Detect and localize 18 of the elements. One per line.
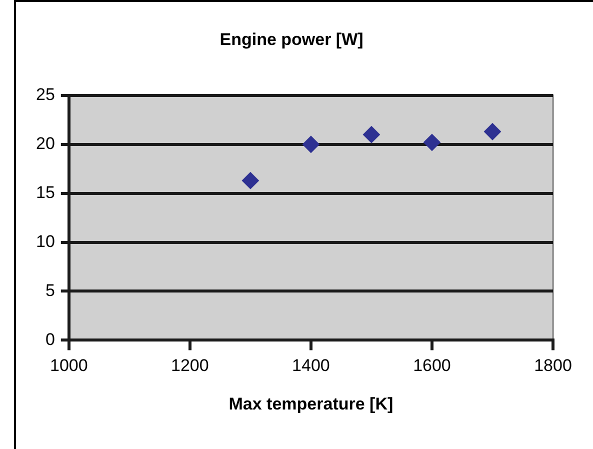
x-tick-label: 1600 [413, 356, 451, 376]
point [423, 134, 440, 151]
point [484, 123, 501, 140]
x-tick-label: 1200 [171, 356, 209, 376]
x-tick-label: 1800 [534, 356, 572, 376]
x-tick-label: 1400 [292, 356, 330, 376]
point [242, 172, 259, 190]
y-tick-label: 25 [36, 85, 55, 104]
x-tick-label: 1000 [50, 356, 88, 376]
y-tick-label: 20 [36, 134, 55, 154]
point [302, 136, 320, 153]
y-tick-label: 5 [45, 280, 55, 300]
y-tick-label: 10 [36, 232, 55, 251]
chart-title: Engine power [W] [220, 30, 364, 49]
y-tick-label: 15 [36, 183, 55, 202]
point [362, 126, 380, 144]
x-axis-title: Max temperature [K] [228, 394, 394, 414]
y-tick-label: 0 [45, 330, 55, 349]
